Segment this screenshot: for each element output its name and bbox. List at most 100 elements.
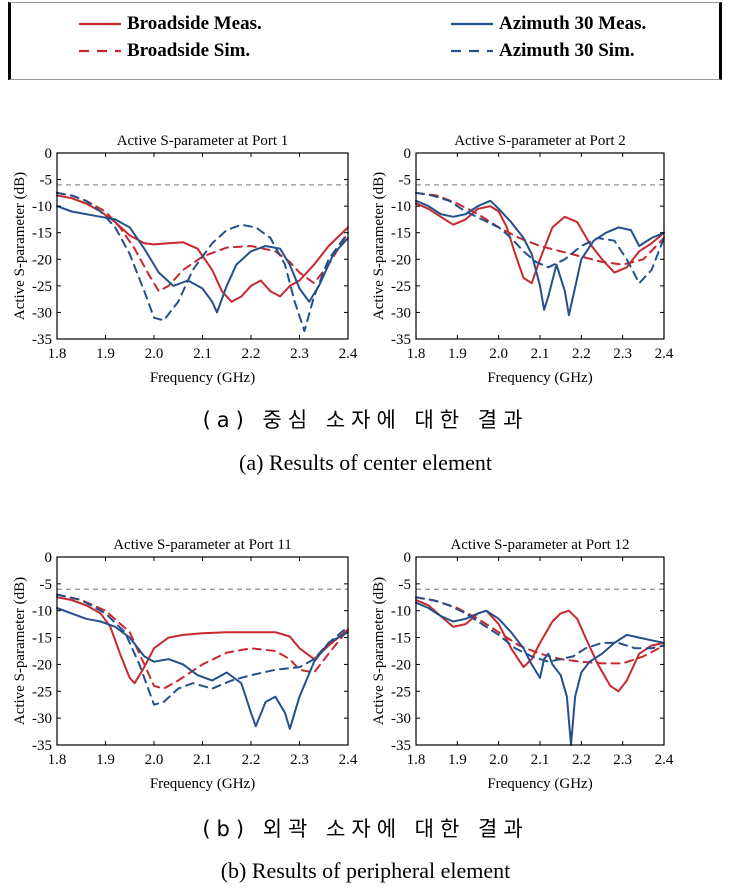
chart-title: Active S-parameter at Port 12 — [450, 537, 629, 553]
x-tick-label: 1.8 — [48, 752, 67, 768]
x-axis-label: Frequency (GHz) — [150, 776, 255, 792]
chart-4: Active S-parameter at Port 12 1.8 1.9 2.0 2.… — [371, 537, 674, 792]
y-tick-label: -35 — [391, 332, 411, 348]
x-tick-label: 2.0 — [489, 346, 508, 362]
x-tick-label: 2.4 — [339, 752, 358, 768]
caption-a-english: (a) Results of center element — [239, 450, 492, 475]
x-tick-label: 2.2 — [572, 752, 591, 768]
x-tick-label: 2.2 — [572, 346, 591, 362]
y-tick-label: -15 — [391, 226, 411, 242]
chart-2: Active S-parameter at Port 2 1.8 1.9 2.0 2.1… — [371, 133, 674, 386]
y-tick-label: -35 — [391, 738, 411, 754]
y-tick-label: 0 — [45, 146, 53, 162]
legend-line-broadside-sim — [79, 49, 121, 53]
y-tick-label: 0 — [45, 550, 53, 566]
legend-label-broadside-sim: Broadside Sim. — [127, 40, 251, 61]
series-line-broadside-sim — [56, 191, 349, 293]
series-line-broadside-sim — [415, 596, 665, 665]
series-line-broadside-meas — [415, 599, 665, 693]
x-tick-label: 1.9 — [96, 752, 115, 768]
x-axis-label: Frequency (GHz) — [487, 776, 592, 792]
legend-line-azimuth-sim — [451, 49, 493, 53]
caption-a-korean: (a) 중심 소자에 대한 결과 — [202, 408, 529, 432]
x-tick-label: 2.4 — [655, 752, 674, 768]
chart-1: Active S-parameter at Port 1 1.8 1.9 2.0 2.1… — [12, 133, 358, 386]
series-line-broadside-sim — [415, 191, 665, 266]
x-tick-label: 2.1 — [531, 346, 550, 362]
y-tick-label: -10 — [391, 604, 411, 620]
y-tick-label: -10 — [32, 604, 52, 620]
x-tick-label: 2.3 — [290, 346, 309, 362]
plot-frame — [415, 152, 665, 340]
legend-line-broadside-meas — [79, 22, 121, 26]
x-axis-label: Frequency (GHz) — [487, 370, 592, 386]
x-tick-label: 2.1 — [531, 752, 550, 768]
x-axis-label: Frequency (GHz) — [150, 370, 255, 386]
series-line-broadside-sim — [56, 593, 349, 690]
y-tick-label: -10 — [32, 199, 52, 215]
series-line-azimuth-30-sim — [415, 191, 665, 285]
series-line-azimuth-30-meas — [56, 205, 349, 314]
caption-b-korean: (b) 외곽 소자에 대한 결과 — [202, 817, 529, 841]
x-tick-label: 2.1 — [193, 346, 212, 362]
chart-title: Active S-parameter at Port 2 — [454, 133, 626, 149]
x-tick-label: 1.9 — [448, 752, 467, 768]
y-tick-label: -25 — [32, 684, 52, 700]
x-tick-label: 2.3 — [613, 346, 632, 362]
x-tick-label: 2.2 — [242, 346, 261, 362]
legend-line-azimuth-meas — [451, 22, 493, 26]
chart-3: Active S-parameter at Port 11 1.8 1.9 2.0 2.… — [12, 537, 358, 792]
y-tick-label: -20 — [391, 657, 411, 673]
legend-label-broadside-meas: Broadside Meas. — [127, 13, 262, 34]
y-tick-label: -20 — [391, 252, 411, 268]
y-tick-label: -15 — [32, 226, 52, 242]
series-line-azimuth-30-sim — [56, 191, 349, 332]
y-tick-label: -5 — [399, 173, 412, 189]
x-tick-label: 2.3 — [290, 752, 309, 768]
chart-title: Active S-parameter at Port 11 — [113, 537, 292, 553]
series-line-broadside-meas — [56, 596, 349, 685]
x-tick-label: 2.0 — [489, 752, 508, 768]
y-tick-label: -35 — [32, 332, 52, 348]
series-line-broadside-meas — [415, 202, 665, 285]
x-tick-label: 1.9 — [96, 346, 115, 362]
caption-b-english: (b) Results of peripheral element — [220, 858, 511, 883]
y-tick-label: -20 — [32, 252, 52, 268]
x-tick-label: 2.0 — [145, 752, 164, 768]
y-tick-label: -5 — [40, 173, 53, 189]
x-tick-label: 2.2 — [242, 752, 261, 768]
series-line-azimuth-30-sim — [415, 596, 665, 663]
y-tick-label: -30 — [391, 711, 411, 727]
y-axis-label: Active S-parameter (dB) — [371, 172, 387, 320]
x-tick-label: 2.4 — [655, 346, 674, 362]
x-tick-label: 1.8 — [407, 752, 426, 768]
y-axis-label: Active S-parameter (dB) — [371, 577, 387, 725]
y-tick-label: -20 — [32, 657, 52, 673]
legend-label-azimuth-sim: Azimuth 30 Sim. — [499, 40, 635, 61]
plot-frame — [415, 556, 665, 746]
y-tick-label: -25 — [391, 279, 411, 295]
x-tick-label: 2.0 — [145, 346, 164, 362]
y-tick-label: -30 — [391, 305, 411, 321]
x-tick-label: 2.3 — [613, 752, 632, 768]
y-tick-label: -5 — [40, 577, 53, 593]
x-tick-label: 2.1 — [193, 752, 212, 768]
y-tick-label: 0 — [404, 146, 412, 162]
y-tick-label: -15 — [391, 631, 411, 647]
y-tick-label: -10 — [391, 199, 411, 215]
y-tick-label: -25 — [32, 279, 52, 295]
y-axis-label: Active S-parameter (dB) — [12, 577, 28, 725]
x-tick-label: 1.8 — [48, 346, 67, 362]
y-tick-label: -30 — [32, 305, 52, 321]
x-tick-label: 2.4 — [339, 346, 358, 362]
legend: Broadside Meas. Broadside Sim. Azimuth 3… — [8, 2, 722, 80]
y-tick-label: -30 — [32, 711, 52, 727]
legend-label-azimuth-meas: Azimuth 30 Meas. — [499, 13, 647, 34]
y-tick-label: -15 — [32, 631, 52, 647]
series-line-azimuth-30-meas — [415, 601, 665, 746]
y-tick-label: -5 — [399, 577, 412, 593]
x-tick-label: 1.8 — [407, 346, 426, 362]
y-tick-label: -35 — [32, 738, 52, 754]
x-tick-label: 1.9 — [448, 346, 467, 362]
